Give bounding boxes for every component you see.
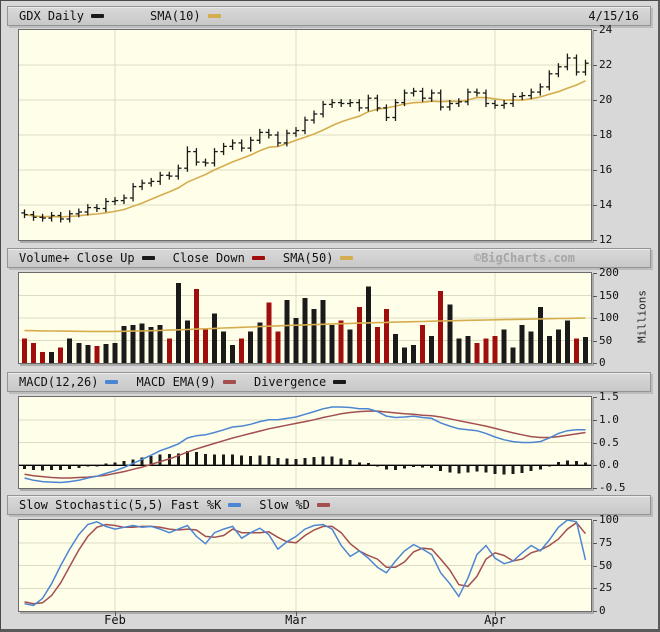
y-axis-tick xyxy=(593,442,597,444)
y-axis-tick xyxy=(593,273,597,274)
close-up-marker-icon xyxy=(141,256,155,260)
y-axis-tick xyxy=(593,30,597,31)
y-axis-label: 1.5 xyxy=(599,390,619,403)
y-axis-label: 200 xyxy=(599,266,619,279)
slow-d-line-marker-icon xyxy=(316,503,330,507)
macd-ema-line-marker-icon xyxy=(222,380,236,384)
y-axis-label: 16 xyxy=(599,163,613,176)
y-axis-tick xyxy=(593,240,597,241)
x-axis-tick xyxy=(495,612,496,616)
y-axis-label: 1.0 xyxy=(599,412,619,426)
legend-label-macd: MACD(12,26) xyxy=(19,375,99,389)
y-axis-tick xyxy=(593,488,597,489)
y-axis-label: 75 xyxy=(599,535,613,549)
fast-k-line-marker-icon xyxy=(228,503,242,507)
legend-label-sma10: SMA(10) xyxy=(150,9,201,23)
y-axis-tick xyxy=(593,340,597,342)
y-axis-label: 0.5 xyxy=(599,435,619,449)
y-axis-tick xyxy=(593,397,597,398)
volume-chart-canvas xyxy=(19,273,591,363)
x-axis-month-label: Apr xyxy=(484,613,506,627)
y-axis-label: 18 xyxy=(599,128,613,141)
volume-panel-header: Volume+ Close Up Close Down SMA(50) ©Big… xyxy=(7,248,651,268)
price-panel-header: GDX Daily SMA(10) 4/15/16 xyxy=(7,6,651,26)
sma10-line-marker-icon xyxy=(207,14,221,18)
y-axis-label: 0 xyxy=(599,604,606,617)
y-axis-label: 22 xyxy=(599,58,613,71)
macd-chart-canvas xyxy=(19,397,591,488)
y-axis-label: 50 xyxy=(599,333,613,347)
volume-axis-unit-label: Millions xyxy=(635,290,649,343)
stochastic-plot xyxy=(18,519,592,612)
legend-item-fast-k: Slow Stochastic(5,5) Fast %K xyxy=(19,498,242,512)
legend-label-fast-k: Slow Stochastic(5,5) Fast %K xyxy=(19,498,222,512)
legend-item-slow-d: Slow %D xyxy=(259,498,330,512)
y-axis-tick xyxy=(593,363,597,364)
y-axis-label: 100 xyxy=(599,311,619,324)
y-axis-tick xyxy=(593,170,597,171)
legend-label-gdx-daily: GDX Daily xyxy=(19,9,85,23)
y-axis-label: 0 xyxy=(599,356,606,369)
legend-item-divergence: Divergence xyxy=(253,375,347,389)
legend-item-gdx-daily: GDX Daily xyxy=(19,9,105,23)
bigcharts-copyright: ©BigCharts.com xyxy=(473,251,575,265)
y-axis-label: 24 xyxy=(599,23,613,36)
legend-item-close-down: Close Down xyxy=(173,251,265,265)
y-axis-label: -0.5 xyxy=(599,481,626,494)
y-axis-label: 150 xyxy=(599,288,619,302)
stochastic-panel-header: Slow Stochastic(5,5) Fast %K Slow %D xyxy=(7,495,651,515)
y-axis-tick xyxy=(593,542,597,544)
y-axis-label: 0.0 xyxy=(599,458,619,472)
y-axis-tick xyxy=(593,100,597,101)
legend-label-close-up: Volume+ Close Up xyxy=(19,251,135,265)
y-axis-label: 25 xyxy=(599,581,613,595)
divergence-marker-icon xyxy=(333,380,347,384)
x-axis-month-label: Feb xyxy=(104,613,126,627)
legend-label-sma50: SMA(50) xyxy=(282,251,334,265)
gdx-daily-line-marker-icon xyxy=(91,14,105,18)
y-axis-tick xyxy=(593,135,597,136)
stochastic-chart-canvas xyxy=(19,520,591,611)
y-axis-tick xyxy=(593,611,597,612)
y-axis-label: 14 xyxy=(599,198,613,211)
legend-label-slow-d: Slow %D xyxy=(259,498,310,512)
legend-label-close-down: Close Down xyxy=(172,251,245,265)
x-axis-tick xyxy=(296,612,297,616)
macd-line-marker-icon xyxy=(105,380,119,384)
legend-item-sma50: SMA(50) xyxy=(283,251,354,265)
y-axis-tick xyxy=(593,318,597,319)
close-down-marker-icon xyxy=(251,256,265,260)
price-plot xyxy=(18,29,592,241)
y-axis-tick xyxy=(593,295,597,297)
sma50-line-marker-icon xyxy=(340,256,354,260)
volume-plot xyxy=(18,272,592,364)
y-axis-label: 20 xyxy=(599,93,613,106)
y-axis-label: 50 xyxy=(599,558,613,572)
y-axis-tick xyxy=(593,65,597,66)
x-axis-tick xyxy=(115,612,116,616)
x-axis-month-label: Mar xyxy=(285,613,307,627)
y-axis-tick xyxy=(593,205,597,206)
legend-item-close-up: Volume+ Close Up xyxy=(19,251,155,265)
legend-item-sma10: SMA(10) xyxy=(150,9,221,23)
y-axis-tick xyxy=(593,565,597,567)
y-axis-label: 12 xyxy=(599,233,613,246)
price-chart-canvas xyxy=(19,30,591,240)
legend-label-macd-ema: MACD EMA(9) xyxy=(136,375,216,389)
y-axis-tick xyxy=(593,588,597,590)
macd-panel-header: MACD(12,26) MACD EMA(9) Divergence xyxy=(7,372,651,392)
legend-item-macd-ema: MACD EMA(9) xyxy=(136,375,236,389)
legend-label-divergence: Divergence xyxy=(253,375,327,389)
date-label: 4/15/16 xyxy=(588,9,639,23)
y-axis-tick xyxy=(593,465,597,467)
y-axis-label: 100 xyxy=(599,513,619,526)
y-axis-tick xyxy=(593,419,597,421)
legend-item-macd: MACD(12,26) xyxy=(19,375,119,389)
y-axis-tick xyxy=(593,520,597,521)
macd-plot xyxy=(18,396,592,489)
